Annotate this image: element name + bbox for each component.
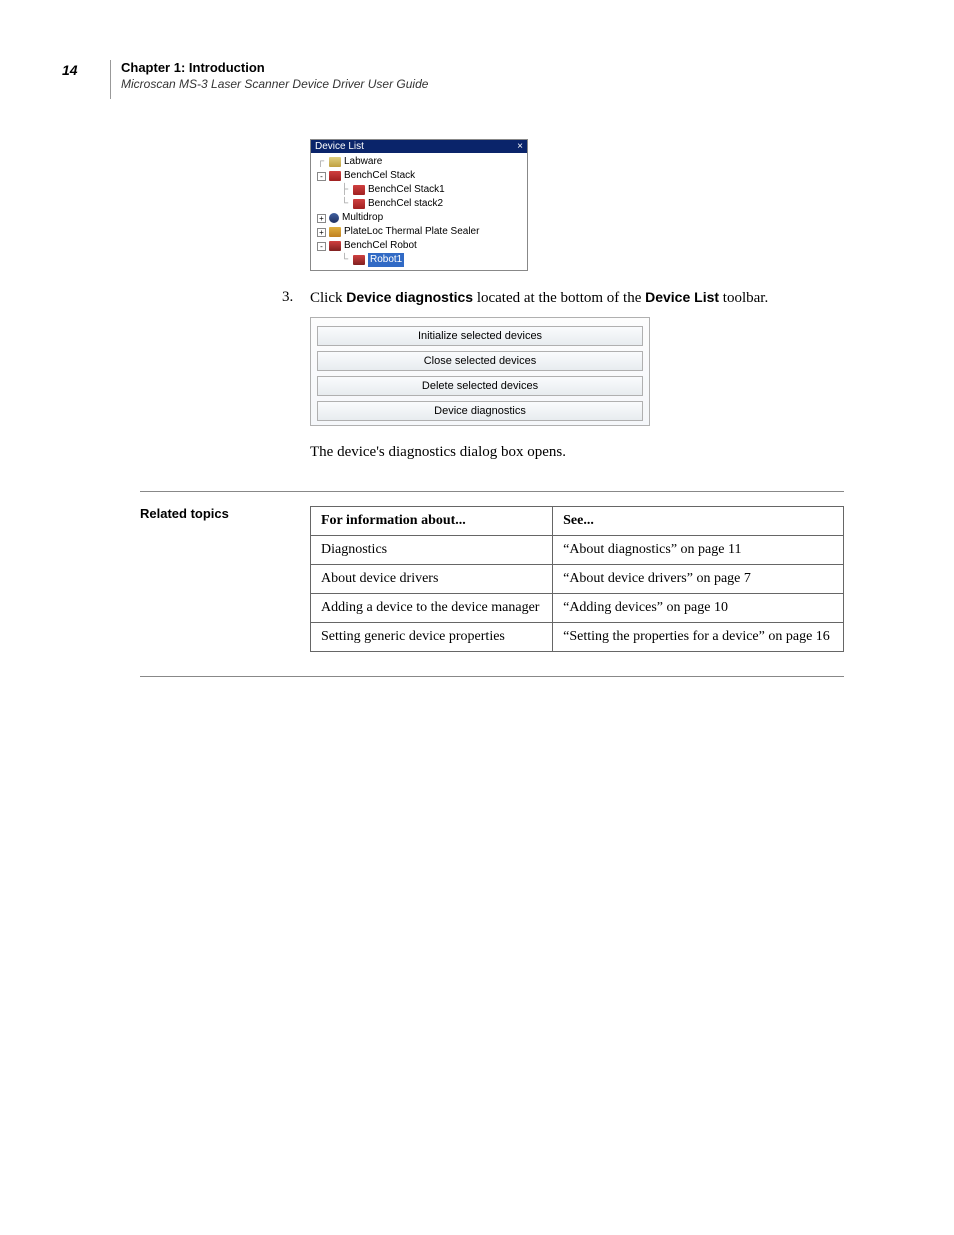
- table-cell: “About device drivers” on page 7: [553, 565, 844, 594]
- panel-title-text: Device List: [315, 141, 364, 152]
- delete-devices-button[interactable]: Delete selected devices: [317, 376, 643, 396]
- step-text-mid: located at the bottom of the: [473, 290, 645, 306]
- tree-item-benchcel-stack[interactable]: - BenchCel Stack: [313, 169, 525, 183]
- table-header: For information about...: [311, 507, 553, 536]
- robot-icon: [353, 255, 365, 265]
- table-header: See...: [553, 507, 844, 536]
- expand-icon[interactable]: +: [317, 214, 326, 223]
- tree-label: PlateLoc Thermal Plate Sealer: [344, 225, 479, 239]
- related-topics-table: For information about... See... Diagnost…: [310, 506, 844, 652]
- related-topics-label: Related topics: [140, 506, 310, 652]
- toolbar-panel: Initialize selected devices Close select…: [310, 317, 650, 426]
- robot-icon: [329, 241, 341, 251]
- collapse-icon[interactable]: -: [317, 172, 326, 181]
- table-cell: Diagnostics: [311, 536, 553, 565]
- chapter-title: Chapter 1: Introduction: [121, 60, 844, 75]
- tree-item-multidrop[interactable]: + Multidrop: [313, 211, 525, 225]
- step-number: 3.: [282, 289, 310, 307]
- tree-item-stack1[interactable]: ├ BenchCel Stack1: [313, 183, 525, 197]
- tree-label-selected: Robot1: [368, 253, 404, 267]
- table-cell: Setting generic device properties: [311, 623, 553, 652]
- stack-icon: [353, 185, 365, 195]
- table-cell: “About diagnostics” on page 11: [553, 536, 844, 565]
- divider: [140, 676, 844, 677]
- table-cell: “Setting the properties for a device” on…: [553, 623, 844, 652]
- multidrop-icon: [329, 213, 339, 223]
- initialize-button[interactable]: Initialize selected devices: [317, 326, 643, 346]
- step-text-pre: Click: [310, 290, 346, 306]
- instruction-step: 3. Click Device diagnostics located at t…: [282, 289, 844, 307]
- stack-icon: [353, 199, 365, 209]
- ui-term-device-list: Device List: [645, 289, 719, 305]
- table-cell: About device drivers: [311, 565, 553, 594]
- device-diagnostics-button[interactable]: Device diagnostics: [317, 401, 643, 421]
- table-cell: Adding a device to the device manager: [311, 594, 553, 623]
- tree-item-stack2[interactable]: └ BenchCel stack2: [313, 197, 525, 211]
- result-paragraph: The device's diagnostics dialog box open…: [310, 444, 844, 461]
- page-header: Chapter 1: Introduction Microscan MS-3 L…: [110, 60, 844, 99]
- labware-icon: [329, 157, 341, 167]
- tree-item-benchcel-robot[interactable]: - BenchCel Robot: [313, 239, 525, 253]
- expand-icon[interactable]: +: [317, 228, 326, 237]
- table-row: About device drivers “About device drive…: [311, 565, 844, 594]
- device-list-panel: Device List × ┌ Labware - BenchCel Stack…: [310, 139, 528, 271]
- panel-titlebar: Device List ×: [311, 140, 527, 153]
- table-row: Diagnostics “About diagnostics” on page …: [311, 536, 844, 565]
- close-icon[interactable]: ×: [517, 141, 523, 152]
- guide-subtitle: Microscan MS-3 Laser Scanner Device Driv…: [121, 77, 844, 91]
- tree-item-labware[interactable]: ┌ Labware: [313, 155, 525, 169]
- device-tree: ┌ Labware - BenchCel Stack ├ BenchCel St…: [311, 153, 527, 269]
- tree-item-robot1[interactable]: └ Robot1: [313, 253, 525, 267]
- table-row: Adding a device to the device manager “A…: [311, 594, 844, 623]
- table-row: Setting generic device properties “Setti…: [311, 623, 844, 652]
- ui-term-diagnostics: Device diagnostics: [346, 289, 473, 305]
- page-number: 14: [62, 62, 78, 78]
- tree-label: Labware: [344, 155, 382, 169]
- tree-label: BenchCel Robot: [344, 239, 417, 253]
- tree-label: BenchCel Stack: [344, 169, 415, 183]
- collapse-icon[interactable]: -: [317, 242, 326, 251]
- sealer-icon: [329, 227, 341, 237]
- table-header-row: For information about... See...: [311, 507, 844, 536]
- table-cell: “Adding devices” on page 10: [553, 594, 844, 623]
- tree-item-plateloc[interactable]: + PlateLoc Thermal Plate Sealer: [313, 225, 525, 239]
- tree-label: BenchCel stack2: [368, 197, 443, 211]
- step-text-post: toolbar.: [719, 290, 768, 306]
- stack-icon: [329, 171, 341, 181]
- close-devices-button[interactable]: Close selected devices: [317, 351, 643, 371]
- tree-label: BenchCel Stack1: [368, 183, 445, 197]
- tree-label: Multidrop: [342, 211, 383, 225]
